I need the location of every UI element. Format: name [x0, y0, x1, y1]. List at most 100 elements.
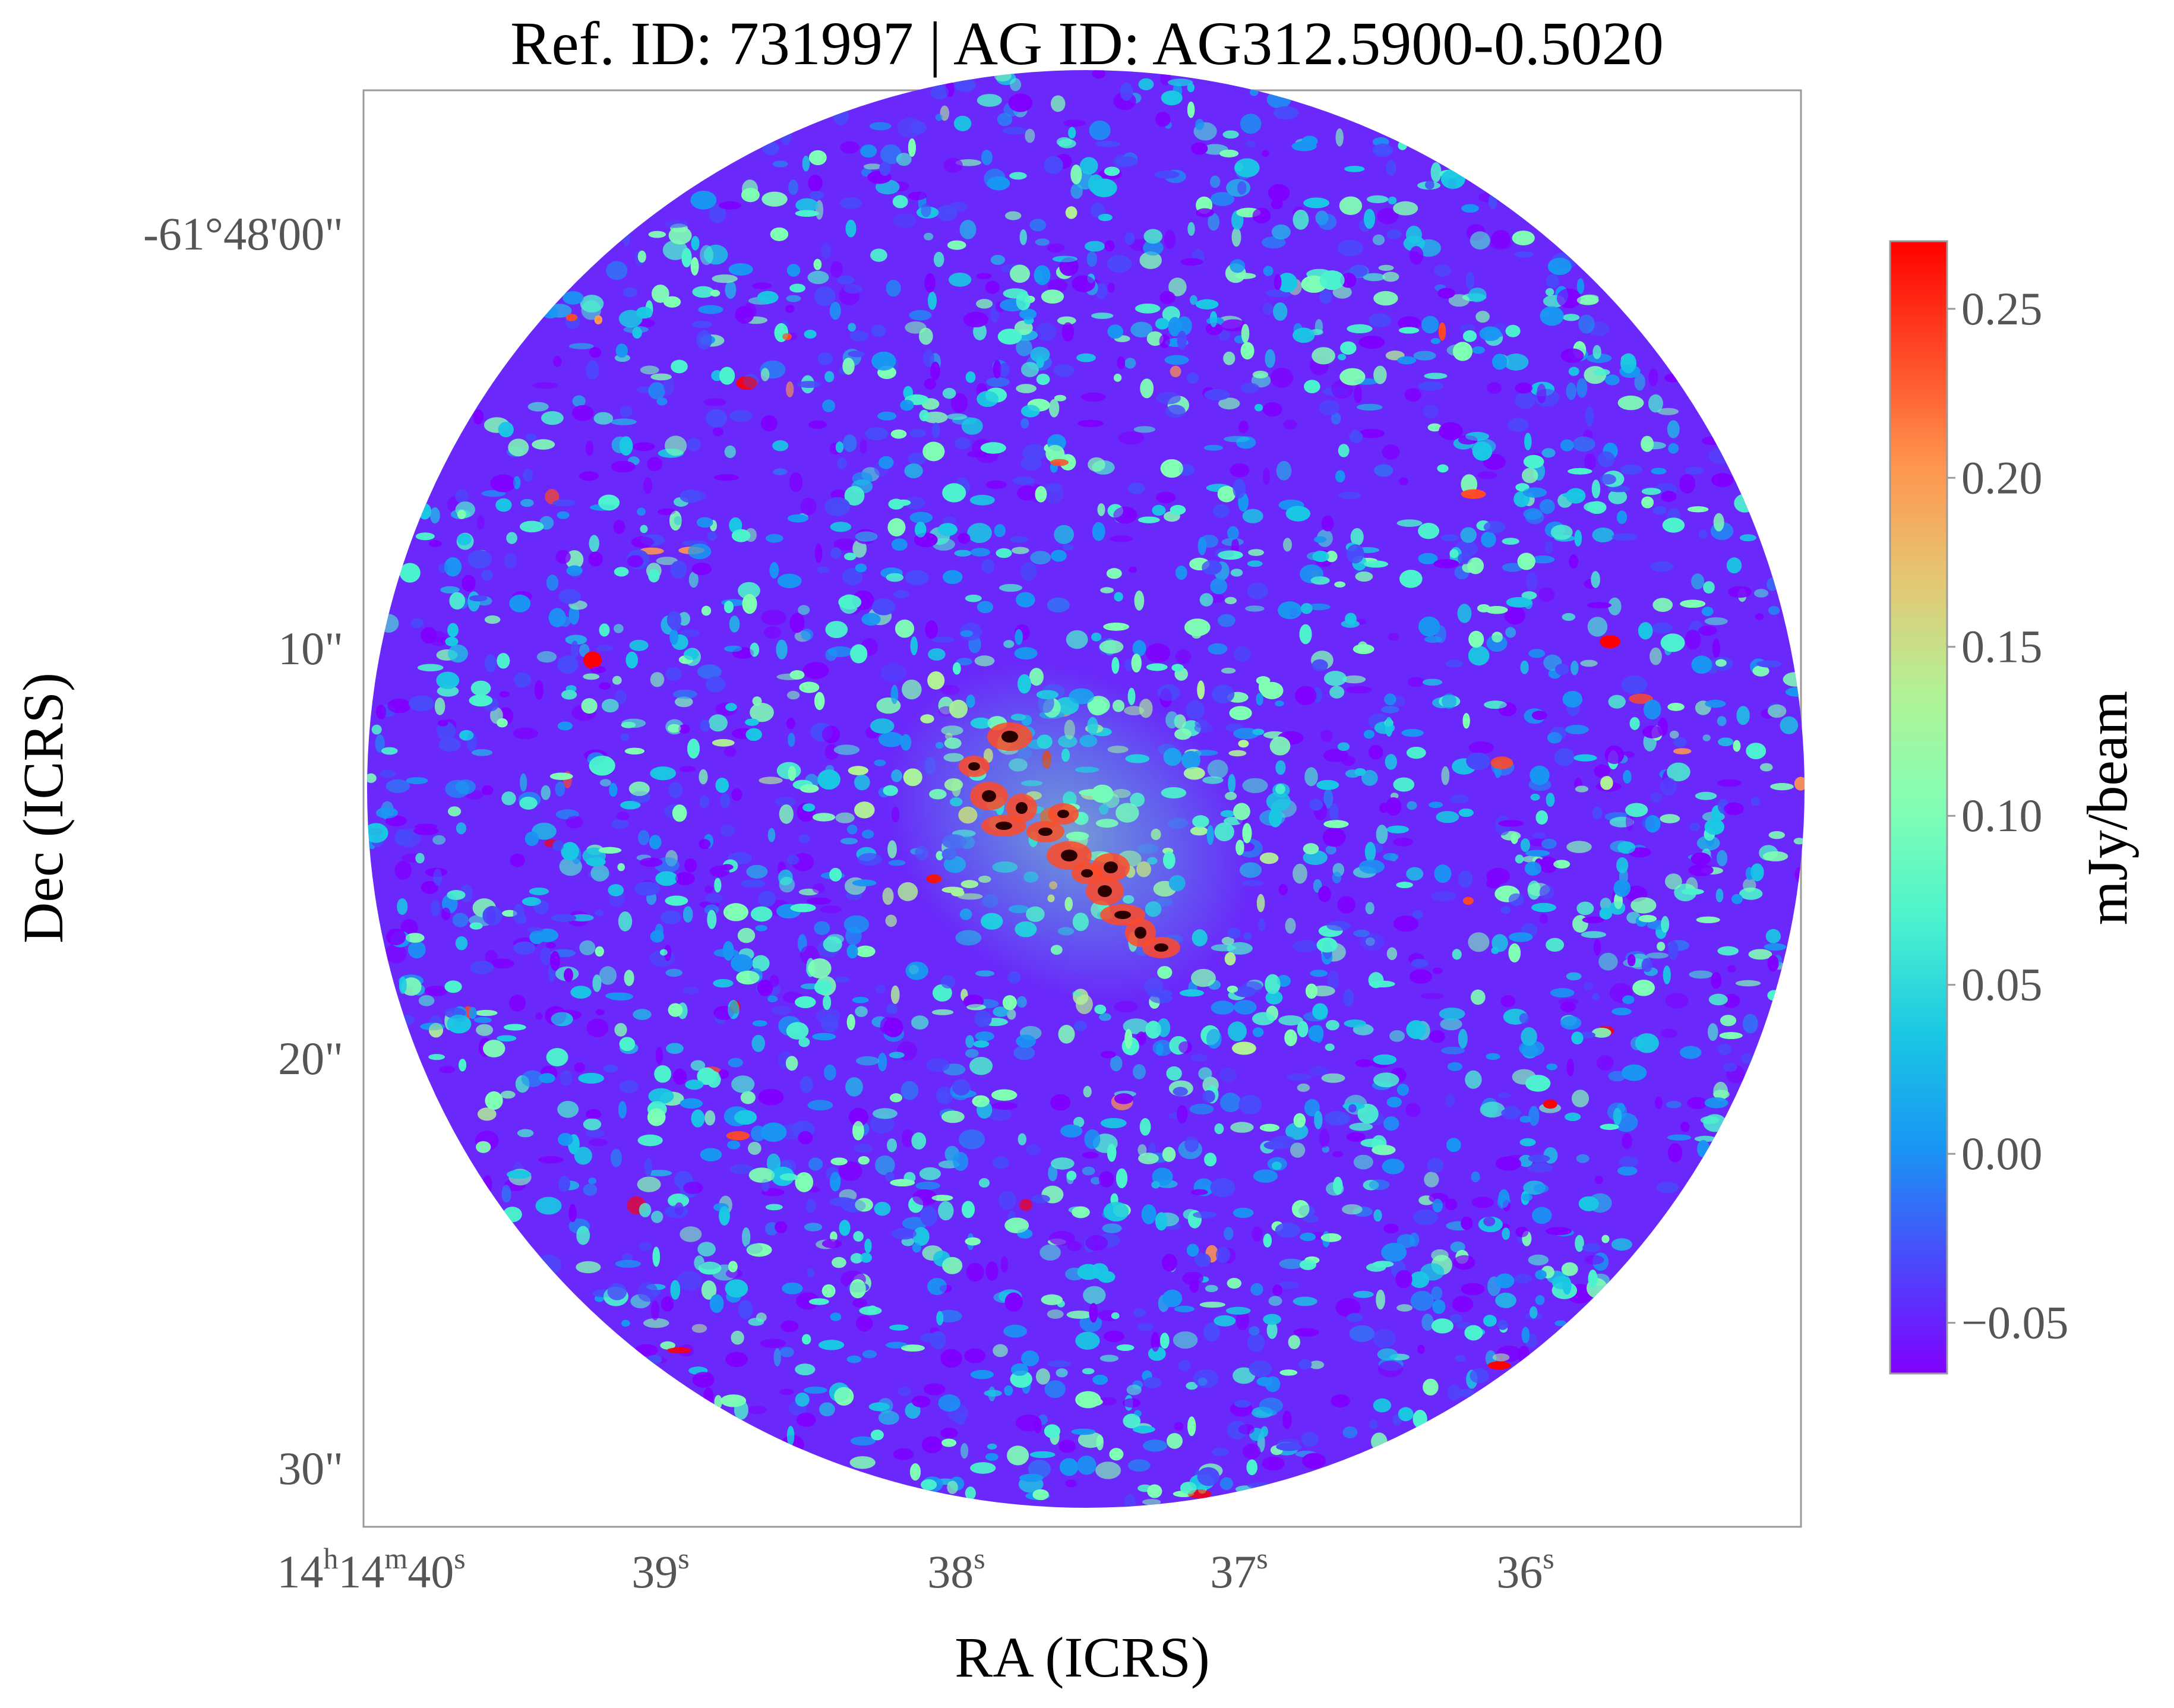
noise-speck [469, 1007, 477, 1019]
noise-speck [445, 779, 470, 798]
noise-speck [1297, 1021, 1309, 1037]
noise-speck [787, 514, 808, 523]
noise-speck [429, 1022, 443, 1038]
noise-speck [1355, 1059, 1373, 1068]
noise-speck [459, 1059, 467, 1072]
noise-speck [1764, 943, 1787, 951]
noise-speck [758, 891, 776, 907]
noise-speck [1065, 1479, 1077, 1488]
noise-speck [1467, 557, 1484, 574]
noise-speck [1739, 887, 1763, 900]
noise-speck [1095, 1461, 1121, 1479]
noise-speck [1275, 760, 1286, 775]
noise-speck [930, 84, 949, 100]
noise-speck [854, 774, 870, 791]
noise-speck [1687, 1097, 1707, 1109]
noise-speck [1193, 1369, 1219, 1388]
noise-speck [900, 1081, 919, 1100]
noise-speck [1691, 573, 1705, 590]
noise-speck [1736, 706, 1750, 725]
noise-speck [1276, 460, 1292, 481]
noise-speck [1765, 929, 1781, 943]
noise-speck [1138, 78, 1154, 90]
noise-speck [758, 1088, 784, 1106]
noise-speck [696, 517, 713, 528]
noise-speck [491, 958, 514, 969]
noise-speck [545, 489, 560, 504]
noise-speck [1418, 523, 1440, 539]
noise-speck [1345, 686, 1372, 694]
noise-speck [701, 1280, 717, 1300]
noise-speck [1406, 867, 1424, 881]
noise-speck [1245, 140, 1256, 148]
noise-speck [1054, 394, 1066, 402]
noise-speck [1717, 946, 1739, 956]
noise-speck [1050, 95, 1066, 112]
noise-speck [1554, 1320, 1567, 1327]
noise-speck [1258, 918, 1266, 932]
noise-speck [1238, 740, 1249, 748]
noise-speck [637, 1134, 663, 1147]
noise-speck [1030, 551, 1051, 565]
noise-speck [1120, 83, 1133, 101]
noise-speck [1687, 506, 1709, 513]
noise-speck [520, 498, 534, 507]
noise-speck [431, 899, 441, 917]
noise-speck [1000, 1256, 1009, 1273]
noise-speck [517, 1129, 534, 1138]
noise-speck [635, 1344, 658, 1356]
noise-speck [824, 371, 835, 383]
noise-speck [1689, 822, 1701, 832]
noise-speck [1285, 918, 1296, 934]
noise-speck [1519, 1116, 1531, 1123]
noise-speck [948, 272, 972, 287]
noise-speck [981, 559, 994, 574]
noise-speck [1470, 231, 1490, 250]
noise-speck [969, 1057, 993, 1075]
noise-speck [725, 280, 737, 299]
noise-speck [1083, 1286, 1106, 1305]
noise-speck [1161, 1254, 1177, 1271]
noise-speck [725, 703, 737, 711]
noise-speck [785, 1056, 798, 1071]
noise-speck [1089, 120, 1111, 140]
noise-speck [835, 812, 855, 823]
noise-speck [1041, 1294, 1063, 1305]
noise-speck [927, 671, 945, 690]
noise-speck [1700, 1116, 1720, 1124]
noise-speck [935, 113, 943, 121]
noise-speck [1039, 1244, 1061, 1261]
noise-speck [666, 1347, 692, 1354]
noise-speck [1445, 659, 1464, 668]
noise-speck [925, 620, 938, 639]
noise-speck [965, 594, 982, 602]
noise-speck [977, 94, 1002, 107]
noise-speck [1189, 1103, 1214, 1115]
noise-speck [998, 1191, 1016, 1210]
noise-speck [911, 1132, 927, 1150]
noise-speck [1099, 1355, 1119, 1362]
noise-speck [1263, 302, 1274, 315]
noise-speck [808, 1157, 823, 1171]
noise-speck [1346, 544, 1364, 564]
noise-speck [773, 468, 788, 475]
noise-speck [1608, 1071, 1626, 1082]
noise-speck [795, 1363, 816, 1376]
noise-speck [1399, 570, 1423, 588]
noise-speck [789, 283, 805, 293]
noise-speck [825, 621, 848, 638]
noise-speck [670, 560, 687, 579]
noise-speck [680, 1226, 702, 1242]
noise-speck [668, 782, 682, 798]
noise-speck [643, 477, 653, 494]
noise-speck [633, 442, 655, 452]
noise-speck [1304, 767, 1318, 787]
noise-speck [1587, 353, 1612, 363]
noise-speck [1238, 1424, 1255, 1435]
noise-speck [721, 793, 730, 809]
noise-speck [752, 282, 772, 289]
noise-speck [909, 428, 927, 438]
noise-speck [1668, 1143, 1683, 1163]
noise-speck [1576, 378, 1588, 398]
noise-speck [1218, 397, 1240, 410]
